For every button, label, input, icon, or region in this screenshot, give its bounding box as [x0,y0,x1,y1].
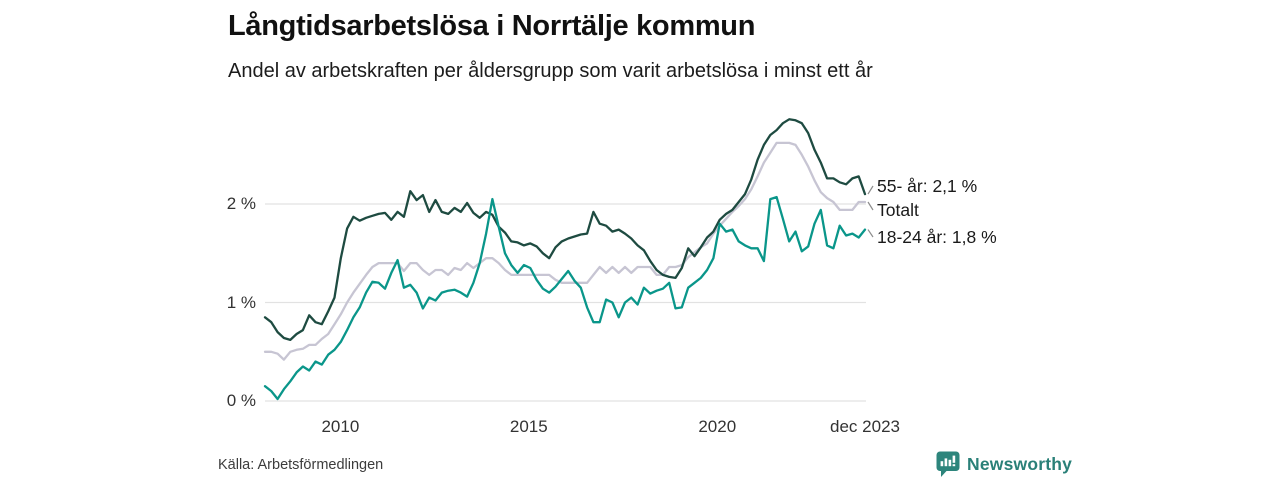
chart-subtitle: Andel av arbetskraften per åldersgrupp s… [228,60,873,82]
label-connectors [867,185,874,238]
y-tick-1: 1 % [226,292,256,312]
series-55-line [263,118,867,342]
chart-title: Långtidsarbetslösa i Norrtälje kommun [228,10,756,42]
connector-total [867,201,874,211]
x-tick-2020: 2020 [698,417,737,436]
brand-logo: Newsworthy [936,451,1072,478]
y-tick-2: 2 % [226,194,256,213]
connector-18-24 [867,229,874,238]
source-note: Källa: Arbetsförmedlingen [218,457,384,473]
x-tick-dec-2023: dec 2023 [830,417,900,436]
series-label-18-24: 18-24 år: 1,8 % [877,227,997,247]
series-total-line [263,141,867,361]
series-label-55: 55- år: 2,1 % [877,176,978,196]
connector-55 [867,185,874,195]
series-label-total: Totalt [877,200,919,220]
y-tick-0: 0 % [226,391,256,410]
series-lines [263,118,867,401]
x-tick-2015: 2015 [509,417,548,436]
gridlines [265,203,866,402]
x-tick-2010: 2010 [321,417,360,436]
newsworthy-bubble-chart-icon [936,451,960,478]
brand-name: Newsworthy [967,454,1073,474]
series-18-24-line [263,195,867,401]
